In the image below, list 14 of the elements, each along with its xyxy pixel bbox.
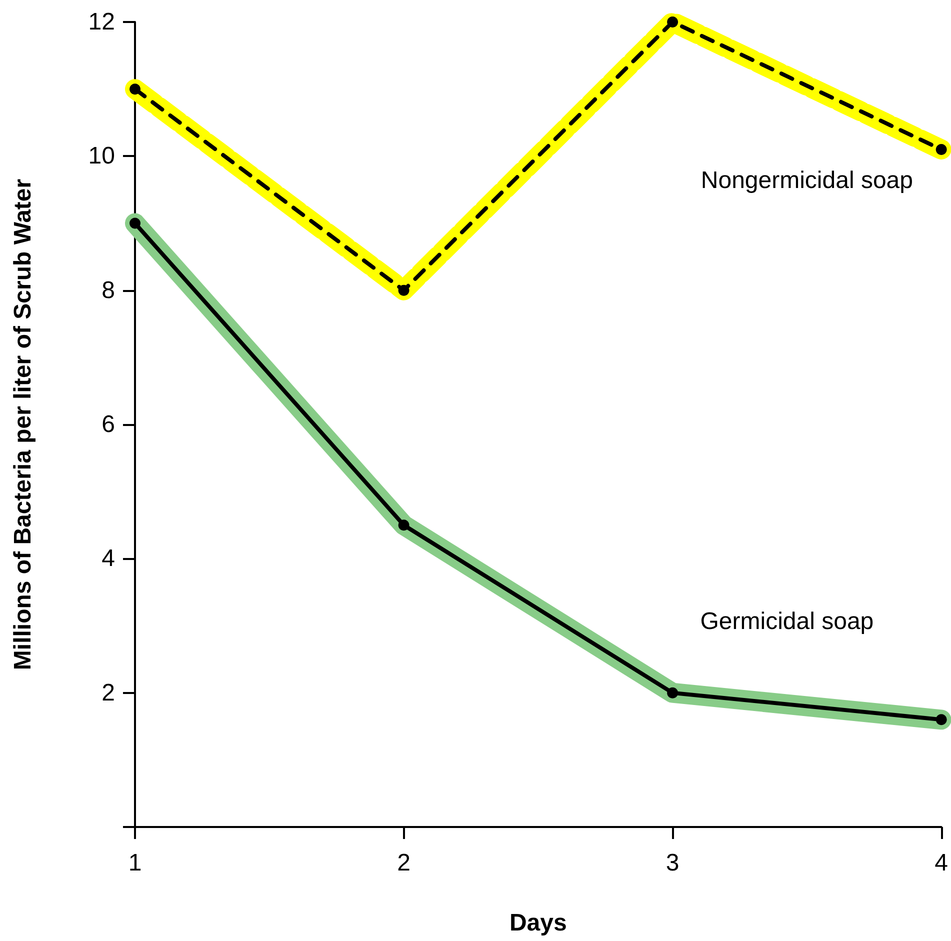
y-axis-title: Millions of Bacteria per liter of Scrub Water	[10, 178, 36, 670]
y-tick-label: 10	[88, 142, 115, 170]
x-tick-label: 2	[397, 850, 410, 876]
y-tick-label: 4	[102, 545, 115, 572]
x-tick-label: 3	[666, 850, 680, 876]
x-tick-label: 1	[128, 850, 142, 876]
y-tick-label: 8	[102, 276, 115, 304]
y-tick-label: 6	[102, 411, 115, 438]
text: Germicidal soap	[700, 608, 874, 635]
y-tick-label: 2	[102, 679, 115, 706]
x-tick-label: 4	[934, 850, 948, 876]
y-tick-label: 12	[88, 8, 115, 36]
x-axis-title: Days	[509, 910, 567, 936]
series-label: Nongermicidal soap	[700, 167, 913, 194]
